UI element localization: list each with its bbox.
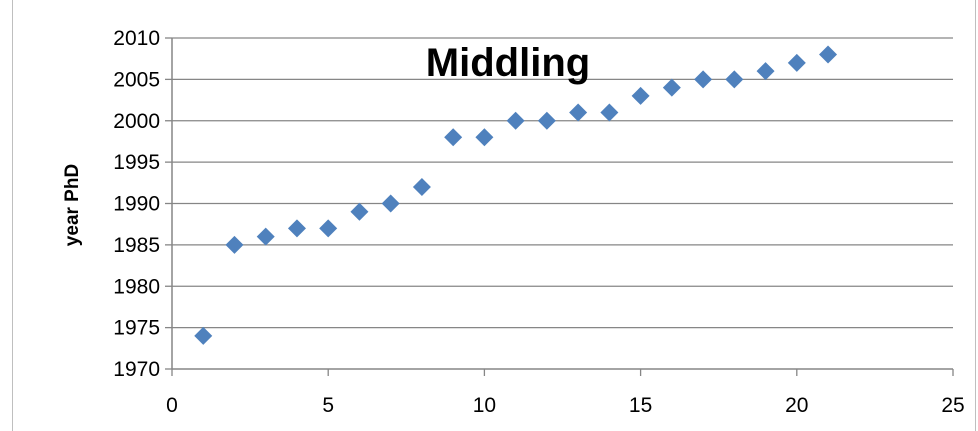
y-tick-label: 1990 xyxy=(113,193,160,216)
y-axis-title: year PhD xyxy=(62,164,83,246)
data-point xyxy=(725,70,744,89)
data-point xyxy=(256,227,275,246)
data-point xyxy=(631,86,650,105)
y-tick-label: 2005 xyxy=(113,68,160,91)
data-point xyxy=(194,326,213,345)
gridlines xyxy=(172,37,953,329)
data-point xyxy=(756,62,775,81)
x-tick-label: 20 xyxy=(785,394,808,417)
x-tick-label: 5 xyxy=(322,394,334,417)
y-tick-label: 2000 xyxy=(113,110,160,133)
axes xyxy=(165,37,954,376)
data-point xyxy=(381,194,400,213)
y-tick-label: 1985 xyxy=(113,234,160,257)
data-points xyxy=(194,45,838,345)
tick-labels: 1970 1975 1980 1985 1990 1995 2000 2005 2010 0 5 10… xyxy=(113,27,964,417)
data-point xyxy=(662,78,681,97)
y-tick-label: 1995 xyxy=(113,151,160,174)
y-tick-label: 2010 xyxy=(113,27,160,50)
y-tick-label: 1975 xyxy=(113,317,160,340)
y-tick-label: 1970 xyxy=(113,358,160,381)
data-point xyxy=(537,111,556,130)
data-point xyxy=(787,53,806,72)
chart-title: Middling xyxy=(426,41,590,85)
data-point xyxy=(319,219,338,238)
data-point xyxy=(444,128,463,147)
y-tick-label: 1980 xyxy=(113,275,160,298)
x-tick-label: 25 xyxy=(941,394,964,417)
data-point xyxy=(506,111,525,130)
data-point xyxy=(287,219,306,238)
data-point xyxy=(350,202,369,221)
data-point xyxy=(569,103,588,122)
x-tick-label: 10 xyxy=(473,394,496,417)
data-point xyxy=(412,177,431,196)
data-point xyxy=(475,128,494,147)
data-point xyxy=(225,235,244,254)
data-point xyxy=(694,70,713,89)
chart-frame xyxy=(12,0,976,431)
data-point xyxy=(600,103,619,122)
data-point xyxy=(819,45,838,64)
x-tick-label: 15 xyxy=(629,394,652,417)
x-tick-label: 0 xyxy=(166,394,178,417)
